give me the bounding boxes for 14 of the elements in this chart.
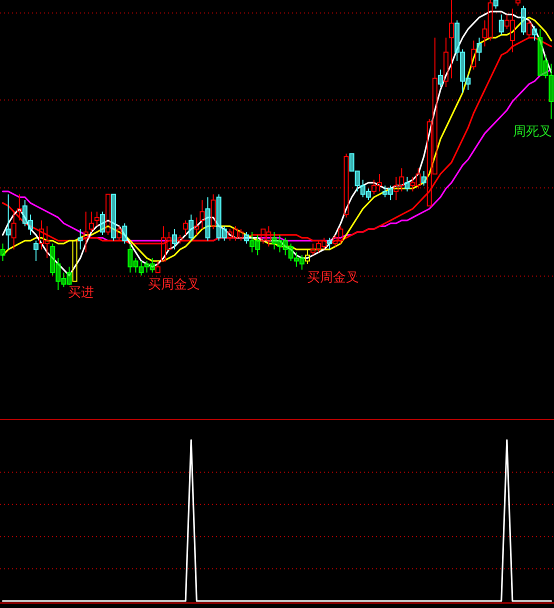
candlestick bbox=[443, 37, 448, 88]
annotation: 买周金叉 bbox=[307, 269, 359, 284]
candlestick bbox=[172, 228, 178, 250]
annotation: 买周金叉 bbox=[148, 276, 200, 292]
candlestick bbox=[449, 0, 454, 79]
candlestick bbox=[200, 200, 205, 230]
candlestick bbox=[194, 217, 200, 236]
annotation: 周死叉 bbox=[513, 123, 552, 138]
candlestick bbox=[78, 228, 83, 250]
candlestick bbox=[16, 194, 22, 221]
candlestick bbox=[476, 37, 482, 62]
annotation: 买进 bbox=[68, 284, 94, 300]
candlestick bbox=[0, 243, 6, 262]
candlestick bbox=[6, 194, 11, 250]
